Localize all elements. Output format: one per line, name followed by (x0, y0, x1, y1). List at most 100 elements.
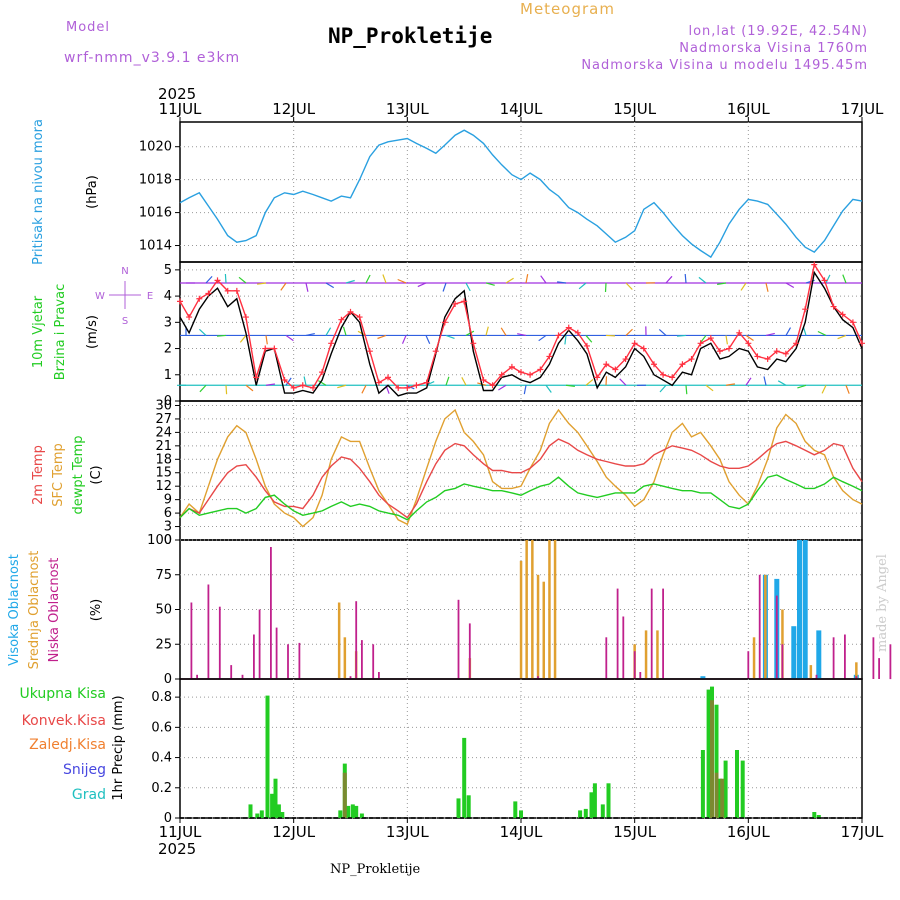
cloud-bar (633, 651, 636, 679)
wind-direction-arrow (377, 334, 387, 340)
wind-gust-marker (395, 384, 402, 391)
wind-gust-line (179, 262, 863, 389)
wind-direction-arrow (842, 274, 847, 284)
precip-bar (354, 805, 359, 818)
wind-direction-arrow (265, 335, 268, 345)
wind-direction-arrow (517, 333, 527, 337)
wind-gust-marker (356, 314, 363, 321)
wind-direction-arrow (525, 273, 529, 284)
cloud-bar (878, 658, 880, 679)
wind-gust-marker (839, 311, 846, 318)
cloud-bar (700, 676, 706, 679)
precip-bar (710, 686, 714, 818)
wind-gust-marker (546, 353, 553, 360)
wind-direction-arrow (485, 282, 495, 286)
wind-direction-arrow (700, 335, 707, 343)
wind-gust-marker (764, 356, 771, 363)
cloud-bar (537, 676, 539, 679)
wind-gust-marker (242, 314, 249, 321)
wind-gust-marker (338, 316, 345, 323)
wind-direction-arrow (239, 335, 247, 343)
wind-direction-arrow (659, 384, 667, 393)
wind-direction-arrow (285, 377, 292, 386)
wind-ytick-label: 1 (164, 368, 172, 383)
cloud-bar (519, 560, 523, 679)
cloud-bar (190, 602, 193, 679)
pressure-ytick-label: 1018 (139, 173, 172, 188)
wind-direction-arrow (545, 384, 552, 393)
wind-direction-arrow (305, 282, 309, 292)
precip-bar (342, 763, 347, 818)
precip-bar (706, 689, 711, 818)
top-xtick-label: 15JUL (613, 100, 656, 118)
wind-direction-arrow (777, 380, 787, 386)
wind-direction-arrow (785, 327, 792, 336)
wind-gust-marker (413, 382, 420, 389)
wind-direction-arrow (445, 376, 450, 386)
wind-gust-marker (688, 356, 695, 363)
precip-bar (606, 783, 611, 819)
model-name: wrf-nmm_v3.9.1 e3km (64, 50, 241, 66)
wind-gust-marker (498, 371, 505, 378)
precip-bar (592, 783, 597, 819)
wind-gust-marker (224, 287, 231, 294)
wind-direction-arrow (245, 384, 254, 392)
temperature-ytick-label: 9 (164, 493, 172, 508)
precip-bar (342, 772, 347, 818)
wind-gust-marker (537, 366, 544, 373)
cloud-bar (775, 595, 778, 679)
wind-direction-arrow (745, 334, 754, 341)
wind-gust-marker (177, 298, 183, 305)
wind-direction-arrow (725, 335, 728, 345)
cloud-bar (644, 630, 648, 679)
wind-direction-arrow (205, 275, 213, 284)
pressure-frame (179, 121, 863, 263)
cloud-bar (781, 609, 784, 679)
cloud-ylabel-unit: (%) (89, 599, 104, 622)
wind-direction-arrow (442, 282, 447, 292)
cloud-bar (774, 578, 780, 679)
precip-bar (346, 805, 351, 818)
wind-gust-marker (404, 384, 411, 391)
model-elevation-label: Nadmorska Visina u modelu 1495.45m (581, 58, 868, 73)
wind-gust-marker (669, 374, 676, 381)
precip-bar (589, 792, 594, 818)
temperature-ytick-label: 3 (164, 520, 172, 535)
bottom-year-label: 2025 (158, 840, 196, 858)
temperature-ytick-label: 24 (155, 425, 172, 440)
wind-ytick-label: 2 (164, 342, 172, 357)
wind-direction-arrow (337, 384, 347, 389)
top-xtick-label: 12JUL (272, 100, 315, 118)
precip-bar (456, 798, 461, 818)
cloud-bar (468, 658, 472, 679)
wind-gust-marker (489, 382, 496, 389)
cloud-bar (762, 574, 768, 680)
cloud-bar (622, 616, 625, 679)
wind-gust-marker (366, 348, 373, 355)
temperature-ytick-label: 30 (155, 398, 172, 413)
precip-bar (717, 778, 722, 818)
cloud-bar (855, 662, 858, 679)
pressure-ylabel-title: Pritisak na nivou mora (31, 119, 46, 265)
wind-direction-arrow (625, 328, 633, 336)
wind-direction-arrow (385, 385, 390, 394)
wind-gust-marker (527, 371, 534, 378)
wind-ytick-label: 4 (164, 289, 172, 304)
wind-direction-arrow (817, 330, 827, 336)
cloud-bar (650, 588, 653, 679)
wind-gust-marker (640, 345, 647, 352)
cloud-bar (797, 540, 802, 679)
wind-ylabel-title: 10m Vjetar (31, 295, 46, 368)
cloud-bar (639, 672, 642, 679)
wind-gust-marker (196, 295, 203, 302)
wind-direction-arrow (705, 384, 714, 392)
precip-legend-item: Snijeg (63, 762, 106, 778)
wind-direction-arrow (305, 333, 315, 337)
cloud-bar (468, 623, 471, 679)
wind-direction-arrow (345, 279, 355, 284)
precip-bar (816, 815, 821, 818)
cloud-bar (548, 540, 551, 679)
wind-direction-arrow (325, 327, 332, 336)
cloud-bar (553, 540, 557, 679)
